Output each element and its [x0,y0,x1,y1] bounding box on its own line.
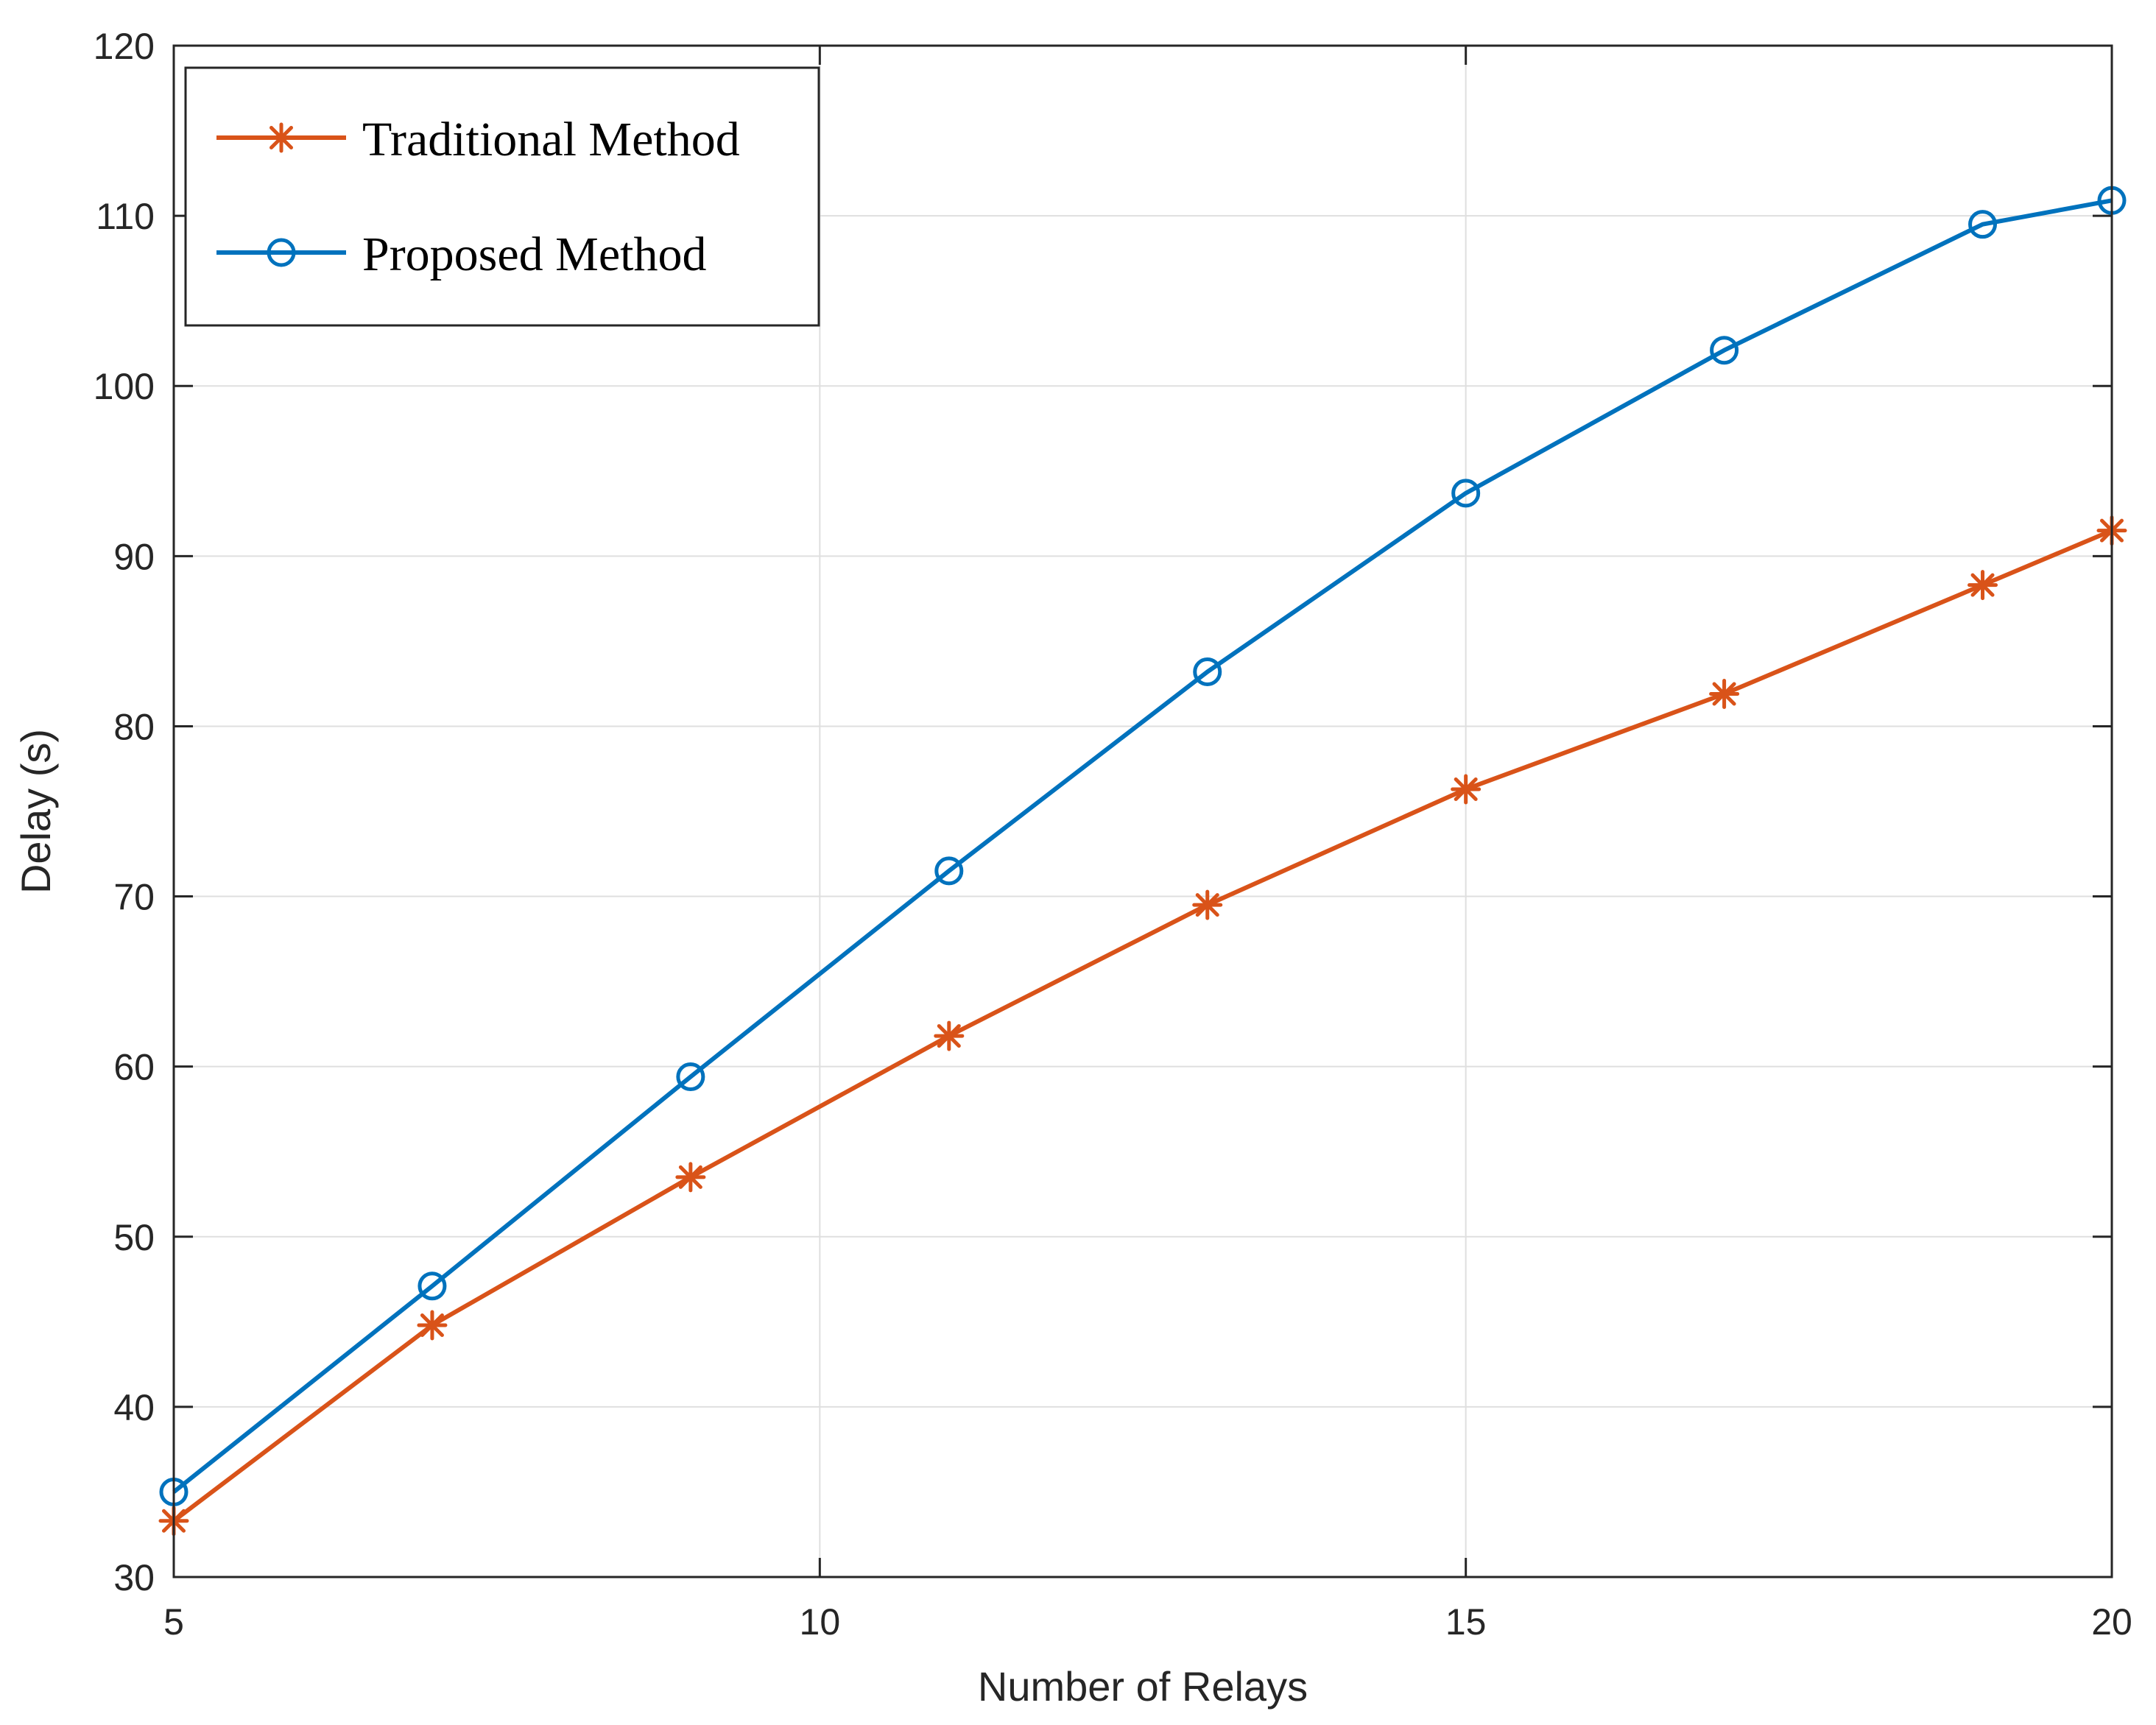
data-point-traditional-method [1967,570,1998,601]
y-tick-label: 100 [94,366,155,407]
y-tick-label: 70 [113,877,155,918]
legend-label: Traditional Method [362,113,740,166]
y-tick-label: 50 [113,1217,155,1258]
data-point-traditional-method [1709,679,1740,710]
x-tick-label: 15 [1445,1601,1487,1643]
y-tick-label: 30 [113,1557,155,1598]
legend-box [184,66,820,327]
series-proposed-method [159,186,2127,1506]
x-tick-label: 5 [163,1601,184,1643]
data-point-proposed-method [418,1271,447,1301]
y-tick-label: 90 [113,536,155,577]
series-line-proposed-method [172,198,2113,1494]
data-point-traditional-method [1192,889,1223,920]
data-point-proposed-method [1968,210,1998,239]
legend-item: Proposed Method [216,227,706,281]
legend-marker [266,122,297,153]
tick-labels: 5 10 15 20 30 40 50 60 70 80 90 100 110 120 [94,26,2132,1643]
y-axis-label: Delay (s) [13,729,59,894]
data-point-traditional-method [675,1162,706,1193]
data-point-proposed-method [1451,479,1481,508]
data-point-traditional-method [417,1310,448,1341]
y-tick-label: 60 [113,1047,155,1088]
data-point-traditional-method [1451,774,1482,805]
data-point-traditional-method [934,1020,965,1051]
data-point-proposed-method [676,1062,705,1092]
y-tick-label: 120 [94,26,155,67]
legend-label: Proposed Method [362,227,706,281]
y-tick-label: 40 [113,1387,155,1428]
y-tick-label: 80 [113,706,155,747]
x-tick-label: 20 [2091,1601,2132,1643]
legend-marker [267,238,296,267]
data-point-proposed-method [1193,657,1222,686]
y-tick-label: 110 [96,196,155,237]
plot-frame [172,44,2113,1578]
x-axis-label: Number of Relays [978,1663,1308,1710]
data-point-proposed-method [934,856,964,886]
x-tick-label: 10 [800,1601,841,1643]
legend: Traditional Method Proposed Method [184,66,820,327]
data-point-proposed-method [1710,336,1739,365]
legend-item: Traditional Method [216,113,740,166]
